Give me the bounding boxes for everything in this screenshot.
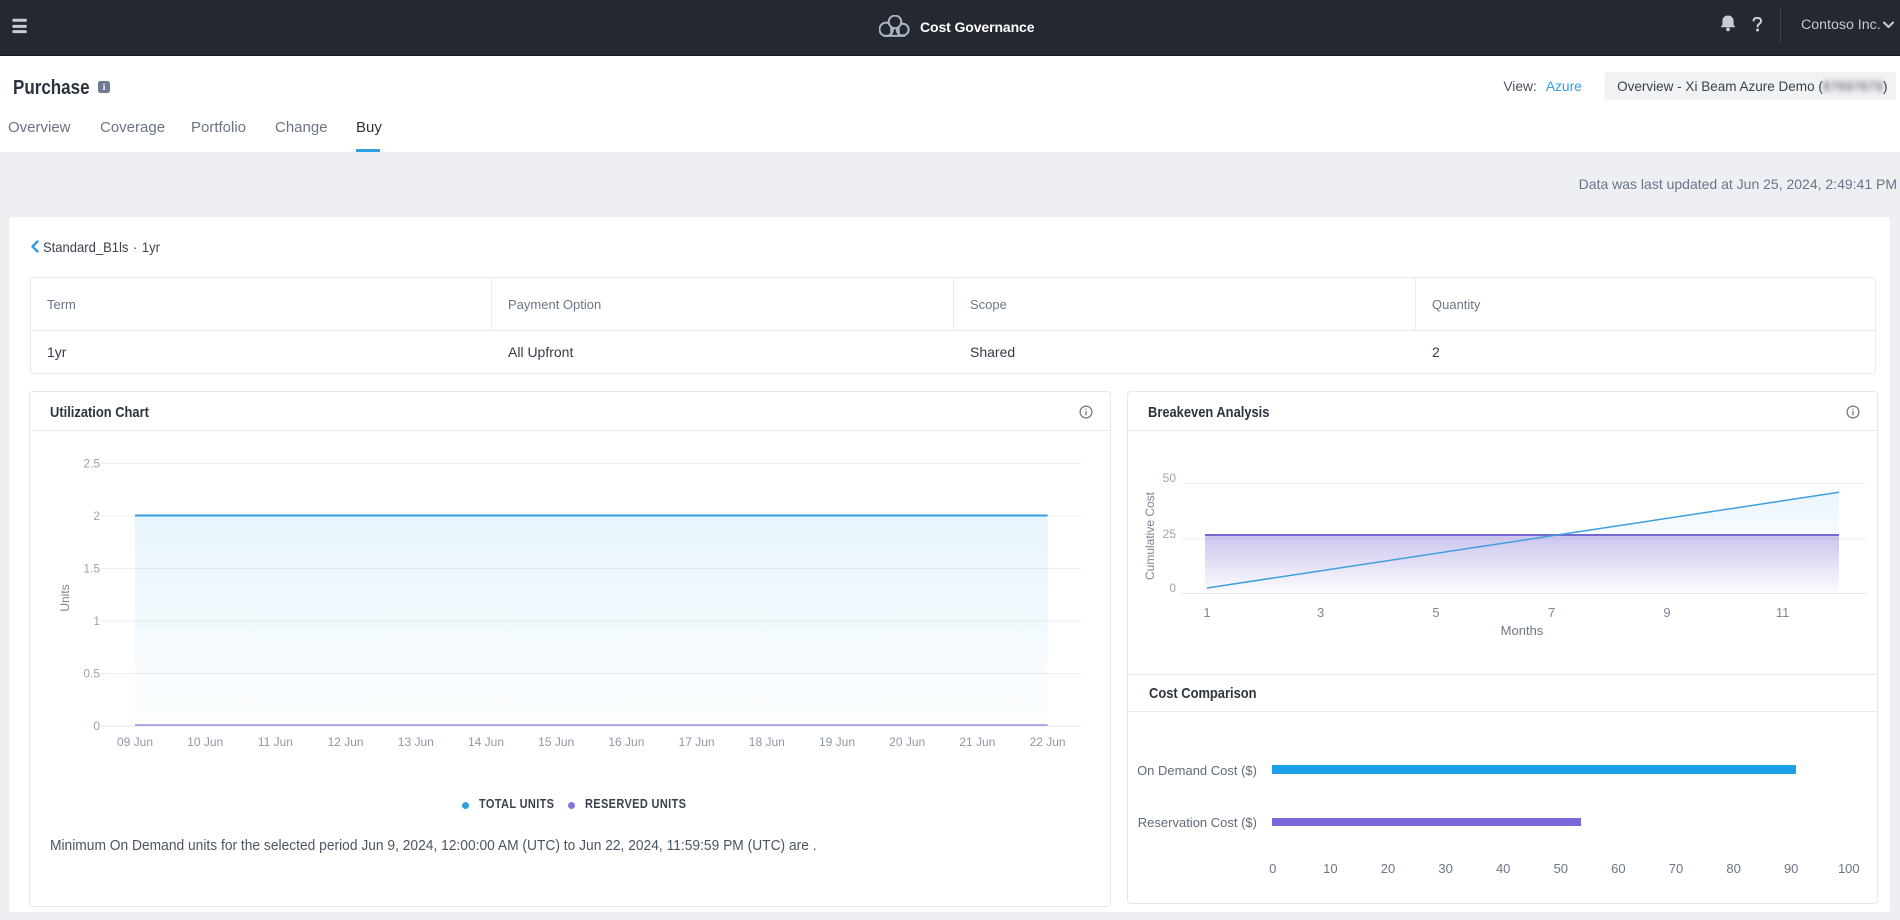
svg-text:09 Jun: 09 Jun bbox=[117, 735, 153, 749]
svg-text:Cumulative Cost: Cumulative Cost bbox=[1143, 491, 1157, 580]
svg-text:40: 40 bbox=[1496, 861, 1510, 876]
svg-text:15 Jun: 15 Jun bbox=[538, 735, 574, 749]
svg-text:1: 1 bbox=[93, 614, 100, 628]
svg-text:13 Jun: 13 Jun bbox=[398, 735, 434, 749]
svg-text:17 Jun: 17 Jun bbox=[679, 735, 715, 749]
svg-text:21 Jun: 21 Jun bbox=[959, 735, 995, 749]
svg-text:1: 1 bbox=[1203, 605, 1210, 620]
svg-text:30: 30 bbox=[1438, 861, 1452, 876]
svg-text:0: 0 bbox=[1169, 581, 1176, 595]
svg-text:5: 5 bbox=[1432, 605, 1439, 620]
svg-text:2.5: 2.5 bbox=[83, 457, 100, 471]
svg-text:90: 90 bbox=[1784, 861, 1798, 876]
svg-text:10: 10 bbox=[1323, 861, 1337, 876]
svg-text:19 Jun: 19 Jun bbox=[819, 735, 855, 749]
svg-text:0.5: 0.5 bbox=[83, 667, 100, 681]
svg-text:3: 3 bbox=[1317, 605, 1324, 620]
svg-text:1.5: 1.5 bbox=[83, 562, 100, 576]
svg-text:7: 7 bbox=[1548, 605, 1555, 620]
svg-text:60: 60 bbox=[1611, 861, 1625, 876]
svg-text:16 Jun: 16 Jun bbox=[608, 735, 644, 749]
svg-text:80: 80 bbox=[1726, 861, 1740, 876]
svg-text:25: 25 bbox=[1163, 527, 1177, 541]
svg-text:12 Jun: 12 Jun bbox=[328, 735, 364, 749]
svg-text:0: 0 bbox=[93, 719, 100, 733]
svg-text:18 Jun: 18 Jun bbox=[749, 735, 785, 749]
svg-text:9: 9 bbox=[1663, 605, 1670, 620]
svg-text:70: 70 bbox=[1669, 861, 1683, 876]
svg-text:2: 2 bbox=[93, 509, 100, 523]
svg-text:Months: Months bbox=[1501, 623, 1544, 638]
svg-text:100: 100 bbox=[1838, 861, 1860, 876]
svg-text:20 Jun: 20 Jun bbox=[889, 735, 925, 749]
svg-text:11: 11 bbox=[1776, 605, 1790, 620]
svg-text:14 Jun: 14 Jun bbox=[468, 735, 504, 749]
svg-text:20: 20 bbox=[1381, 861, 1395, 876]
svg-text:11 Jun: 11 Jun bbox=[258, 735, 293, 749]
svg-text:22 Jun: 22 Jun bbox=[1030, 735, 1066, 749]
svg-text:10 Jun: 10 Jun bbox=[187, 735, 223, 749]
svg-text:Units: Units bbox=[58, 584, 72, 611]
svg-text:50: 50 bbox=[1554, 861, 1568, 876]
svg-text:50: 50 bbox=[1163, 471, 1177, 485]
svg-text:0: 0 bbox=[1269, 861, 1276, 876]
